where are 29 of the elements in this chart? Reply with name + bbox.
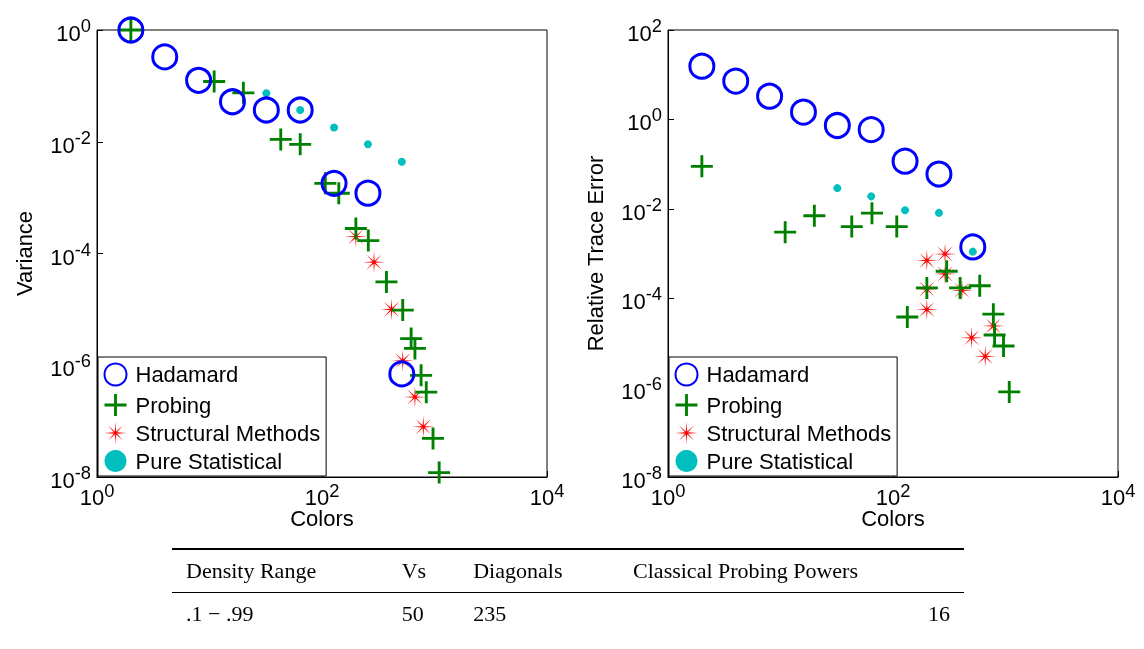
- y-tick-label: 10$^{-2}$: [50, 126, 91, 158]
- text: .1 − .99: [185, 600, 255, 628]
- y-axis-title: Variance: [11, 210, 37, 297]
- text: 16: [927, 600, 951, 628]
- legend-label: Structural Methods: [706, 420, 892, 446]
- legend-label: Hadamard: [135, 362, 239, 387]
- x-tick-label: 10$^{4}$: [529, 479, 565, 511]
- legend-label: Pure Statistical: [706, 448, 854, 474]
- category-label: Vs: [400, 557, 428, 585]
- category-label: Density Range: [185, 557, 318, 585]
- y-tick-label: 10$^{-4}$: [50, 237, 91, 270]
- y-tick-label: 10$^{-6}$: [621, 371, 662, 404]
- y-tick-label: 10$^{-2}$: [621, 193, 662, 225]
- x-tick-label: 10$^{4}$: [1100, 479, 1136, 511]
- y-tick-label: 10$^{0}$: [627, 103, 662, 136]
- y-tick-label: 10$^{2}$: [627, 14, 662, 46]
- legend-label: Probing: [706, 392, 783, 418]
- legend-label: Probing: [135, 392, 212, 418]
- category-label: Classical Probing Powers: [632, 557, 859, 585]
- legend-label: Pure Statistical: [135, 448, 283, 474]
- legend-label: Structural Methods: [135, 420, 321, 446]
- legend-label: Hadamard: [706, 362, 810, 387]
- text: 235: [472, 600, 508, 628]
- category-label: Diagonals: [472, 557, 564, 585]
- y-axis-title: Relative Trace Error: [582, 155, 608, 352]
- y-tick-label: 10$^{-6}$: [50, 349, 91, 381]
- y-tick-label: 10$^{-4}$: [621, 282, 662, 314]
- text: 50: [400, 600, 425, 628]
- y-tick-label: 10$^{0}$: [56, 14, 91, 46]
